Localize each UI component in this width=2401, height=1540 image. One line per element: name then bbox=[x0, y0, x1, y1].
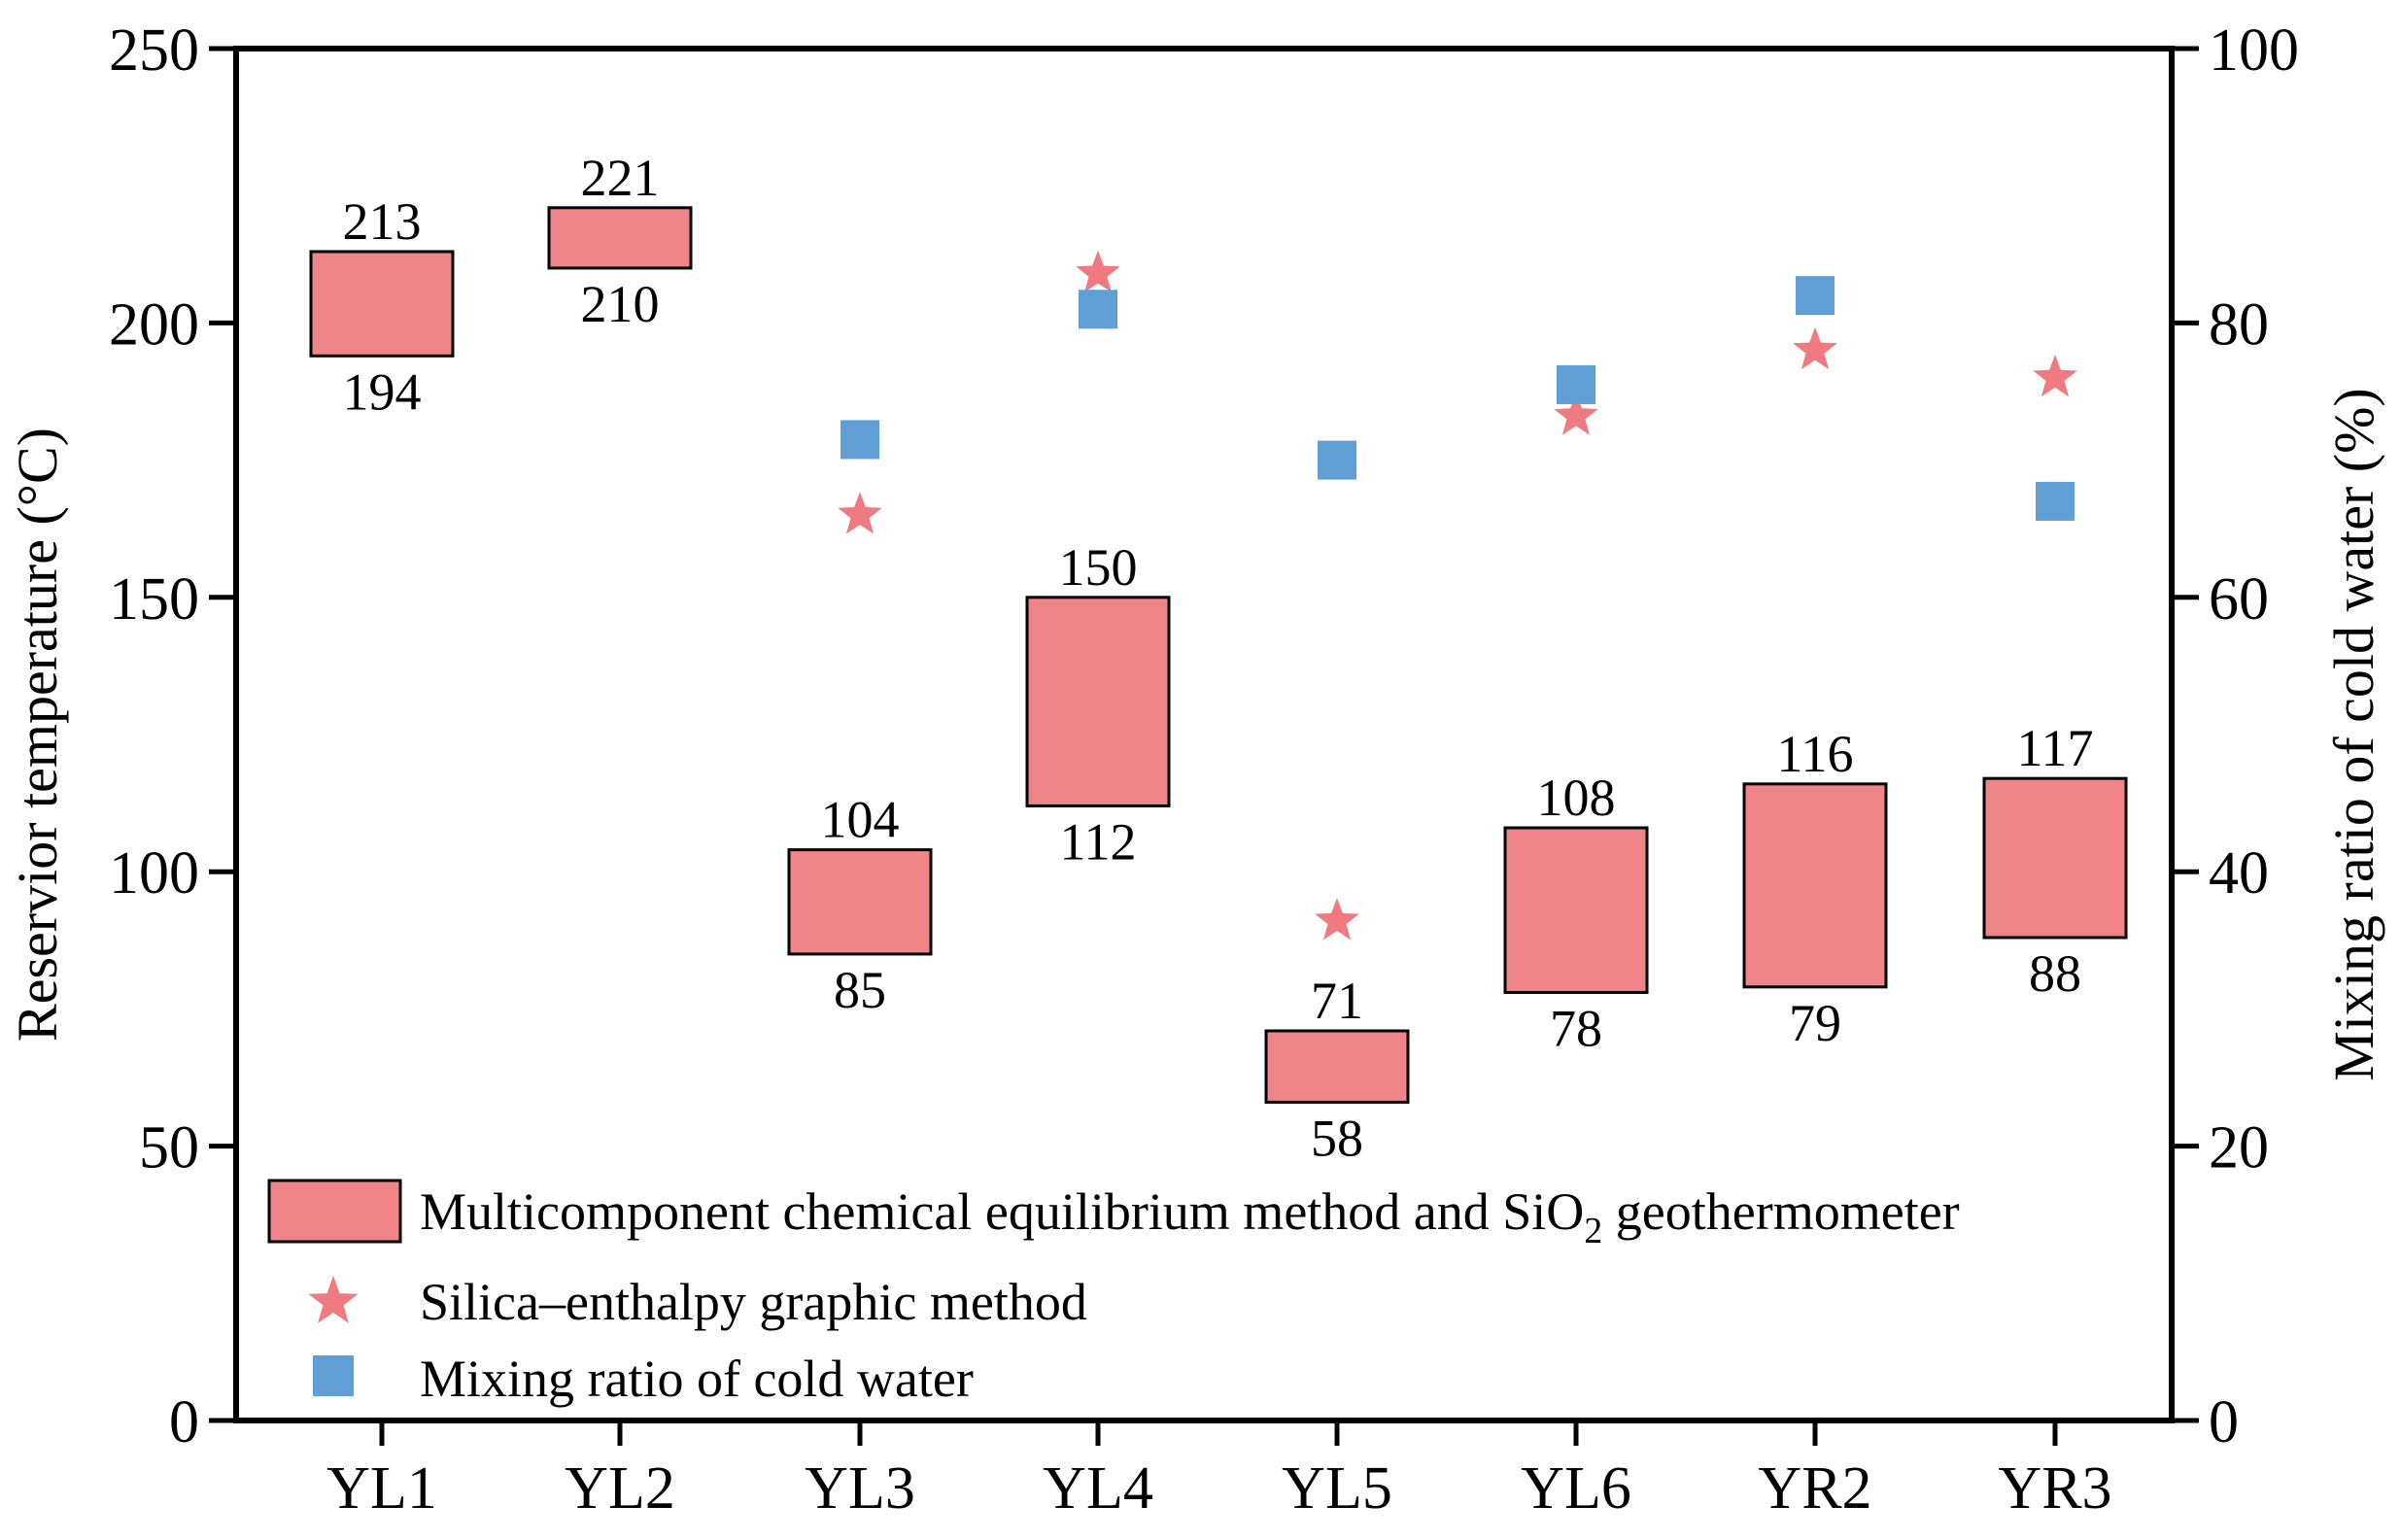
legend-square-label: Mixing ratio of cold water bbox=[420, 1350, 974, 1408]
legend-star-icon bbox=[308, 1276, 359, 1323]
silica-enthalpy-star bbox=[838, 492, 882, 534]
scatter-markers bbox=[838, 250, 2077, 941]
y-left-axis-label: Reservior temperature (°C) bbox=[6, 428, 69, 1042]
x-tick-label: YL1 bbox=[326, 1455, 437, 1522]
y-right-tick-label: 40 bbox=[2209, 840, 2269, 907]
y-left-tick-label: 250 bbox=[109, 17, 199, 84]
silica-enthalpy-star bbox=[1793, 326, 1837, 370]
y-left-tick-label: 50 bbox=[139, 1115, 199, 1181]
range-high-label: 150 bbox=[1059, 538, 1138, 597]
legend-bar-swatch bbox=[267, 1179, 402, 1244]
range-low-label: 112 bbox=[1060, 812, 1137, 871]
y-right-tick-label: 0 bbox=[2209, 1389, 2239, 1455]
y-right-axis-label: Mixing ratio of cold water (%) bbox=[2322, 388, 2385, 1081]
range-low-label: 210 bbox=[581, 275, 660, 333]
range-high-label: 221 bbox=[581, 149, 660, 207]
mixing-ratio-square bbox=[2036, 481, 2075, 521]
x-tick-label: YL4 bbox=[1043, 1455, 1153, 1522]
axis-ticks: 0 50 100 150 200 250 0 20 40 60 80 100 YL1 YL2 YL3 YL4 Y… bbox=[109, 17, 2299, 1522]
range-high-label: 116 bbox=[1777, 725, 1854, 783]
mixing-ratio-square bbox=[1557, 364, 1595, 404]
range-high-label: 213 bbox=[343, 192, 422, 251]
legend-square-icon bbox=[313, 1355, 354, 1396]
range-high-label: 117 bbox=[2017, 719, 2094, 777]
silica-enthalpy-star bbox=[2033, 354, 2077, 397]
range-low-label: 78 bbox=[1550, 999, 1602, 1057]
range-bar bbox=[1025, 596, 1171, 807]
silica-enthalpy-star bbox=[1076, 250, 1120, 292]
range-bar bbox=[547, 206, 693, 270]
y-left-tick-label: 200 bbox=[109, 291, 199, 358]
y-left-tick-label: 150 bbox=[109, 566, 199, 633]
y-right-tick-label: 80 bbox=[2209, 291, 2269, 358]
y-right-tick-label: 20 bbox=[2209, 1115, 2269, 1181]
mixing-ratio-square bbox=[840, 420, 879, 460]
range-low-label: 194 bbox=[343, 362, 422, 421]
range-low-label: 58 bbox=[1311, 1109, 1363, 1167]
legend: Multicomponent chemical equilibrium meth… bbox=[267, 1179, 1960, 1408]
data-labels: 213 194 221 210 104 85 150 112 71 58 108 78 116 79 117… bbox=[343, 149, 2094, 1168]
range-high-label: 71 bbox=[1311, 972, 1363, 1030]
range-bar bbox=[787, 848, 933, 956]
y-right-tick-label: 100 bbox=[2209, 17, 2299, 84]
x-tick-label: YR3 bbox=[1998, 1455, 2111, 1522]
range-low-label: 88 bbox=[2029, 944, 2081, 1003]
mixing-ratio-square bbox=[1079, 290, 1117, 329]
range-bars bbox=[309, 206, 2128, 1104]
x-tick-label: YR2 bbox=[1758, 1455, 1871, 1522]
range-high-label: 104 bbox=[821, 791, 900, 849]
legend-bar-label: Multicomponent chemical equilibrium meth… bbox=[420, 1182, 1960, 1251]
range-low-label: 79 bbox=[1789, 994, 1841, 1052]
y-left-tick-label: 0 bbox=[169, 1389, 199, 1455]
silica-enthalpy-star bbox=[1315, 898, 1359, 941]
y-right-tick-label: 60 bbox=[2209, 566, 2269, 633]
x-tick-label: YL2 bbox=[565, 1455, 675, 1522]
plot-frame bbox=[233, 46, 2175, 1423]
range-bar bbox=[1264, 1029, 1410, 1104]
range-low-label: 85 bbox=[834, 961, 886, 1019]
y-left-tick-label: 100 bbox=[109, 840, 199, 907]
x-tick-label: YL6 bbox=[1521, 1455, 1631, 1522]
range-bar bbox=[1742, 782, 1888, 989]
range-bar bbox=[1503, 826, 1649, 994]
x-tick-label: YL5 bbox=[1282, 1455, 1392, 1522]
range-high-label: 108 bbox=[1537, 769, 1616, 827]
range-bar bbox=[309, 250, 455, 358]
mixing-ratio-square bbox=[1796, 276, 1835, 316]
mixing-ratio-square bbox=[1318, 440, 1356, 480]
silica-enthalpy-star bbox=[1554, 393, 1598, 435]
range-bar bbox=[1982, 776, 2128, 940]
x-tick-label: YL3 bbox=[805, 1455, 915, 1522]
legend-star-label: Silica–enthalpy graphic method bbox=[420, 1273, 1087, 1331]
